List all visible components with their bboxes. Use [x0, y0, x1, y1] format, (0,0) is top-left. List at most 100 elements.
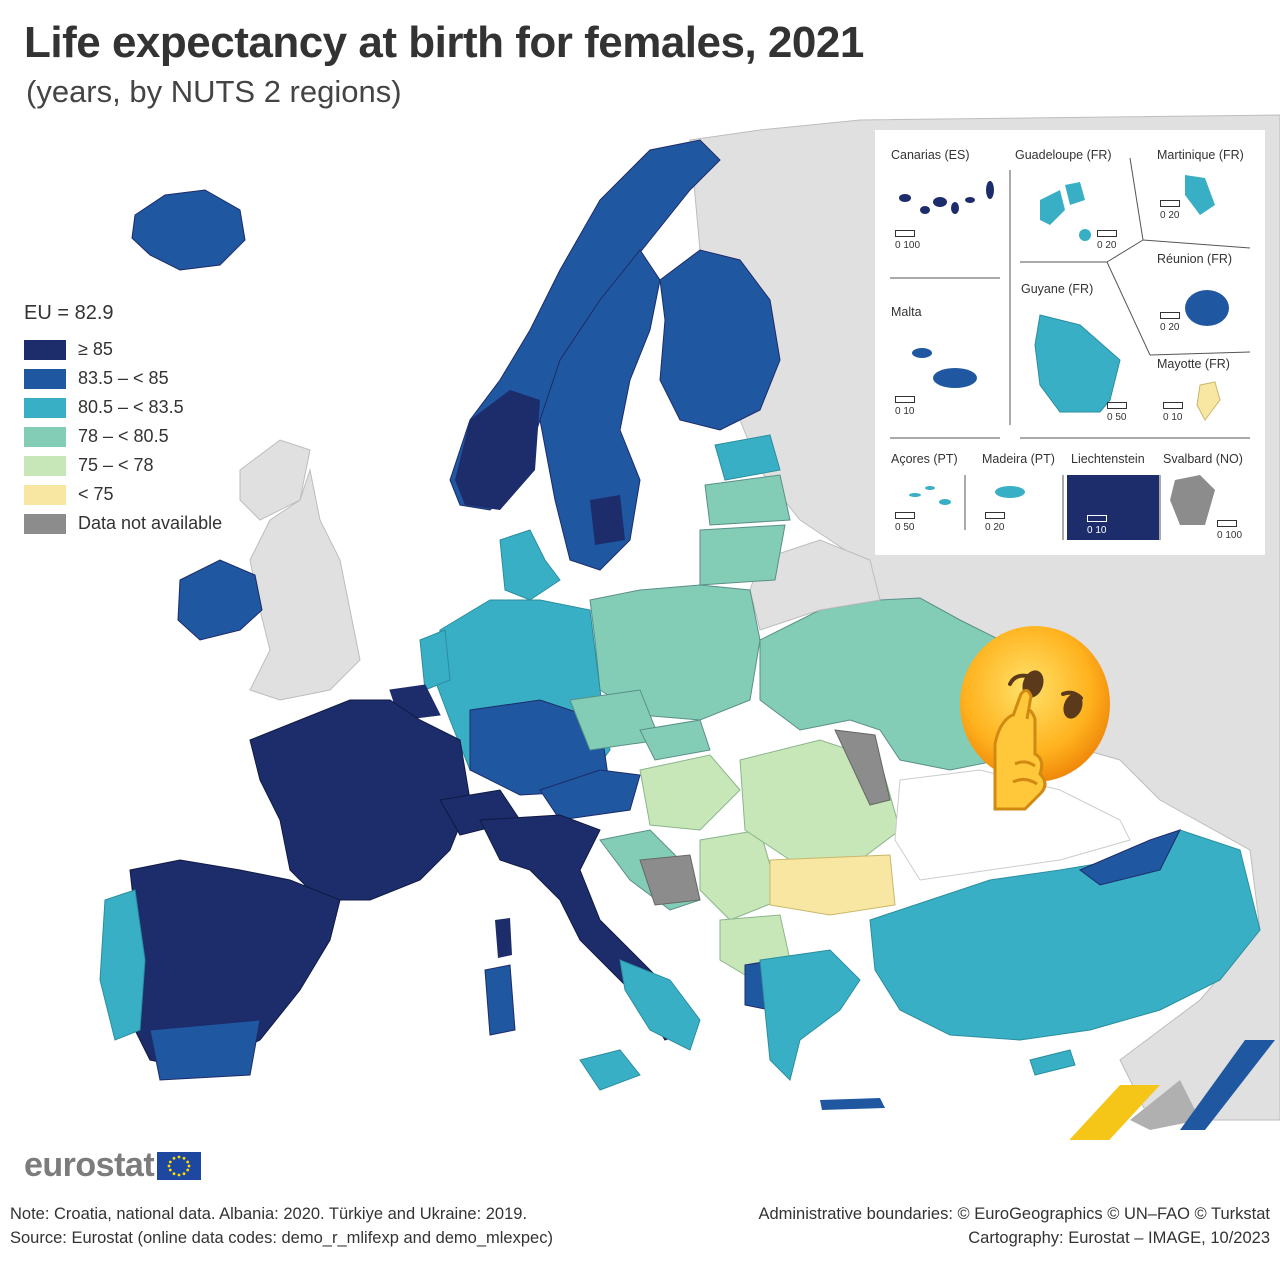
map-subtitle: (years, by NUTS 2 regions) — [26, 74, 402, 109]
inset-label: Mayotte (FR) — [1157, 357, 1230, 371]
legend-item: 80.5 – < 83.5 — [24, 393, 254, 422]
ireland-region — [177, 559, 263, 641]
scale-label: 0 10 — [1087, 525, 1107, 536]
scale-bar: 0 20 — [1160, 200, 1180, 221]
eurostat-logo: eurostat — [24, 1146, 202, 1185]
scale-bar: 0 100 — [895, 230, 920, 251]
france-region — [249, 699, 471, 901]
moldova-region — [834, 729, 891, 806]
iceland-region — [131, 189, 246, 271]
scale-bar: 0 100 — [1217, 520, 1242, 541]
uk-region — [249, 468, 361, 701]
scale-label: 0 10 — [895, 406, 915, 417]
scale-bar: 0 10 — [895, 396, 915, 417]
guadeloupe-islands — [1040, 182, 1091, 241]
hungary-region — [639, 754, 741, 831]
legend-label: 80.5 – < 83.5 — [78, 397, 184, 417]
legend-swatch — [24, 368, 66, 389]
legend: EU = 82.9 ≥ 85 83.5 – < 85 80.5 – < 83.5… — [24, 302, 254, 538]
scale-bar: 0 20 — [1160, 312, 1180, 333]
logo-text: eurostat — [24, 1146, 155, 1184]
netherlands-region — [419, 629, 451, 691]
scale-bar: 0 20 — [985, 512, 1005, 533]
greece-region — [759, 949, 861, 1081]
footer-credits: Administrative boundaries: © EuroGeograp… — [758, 1202, 1270, 1250]
scale-label: 0 20 — [985, 522, 1005, 533]
footer-note: Note: Croatia, national data. Albania: 2… — [10, 1205, 528, 1223]
footer-cartography: Cartography: Eurostat – IMAGE, 10/2023 — [968, 1229, 1270, 1247]
footer-boundaries: Administrative boundaries: © EuroGeograp… — [758, 1205, 1270, 1223]
sweden-region — [539, 249, 661, 571]
footer-source: Source: Eurostat (online data codes: dem… — [10, 1229, 553, 1247]
inset-label: Madeira (PT) — [982, 452, 1055, 466]
inset-label: Martinique (FR) — [1157, 148, 1244, 162]
inset-label: Canarias (ES) — [891, 148, 970, 162]
scale-label: 0 100 — [1217, 530, 1243, 541]
inset-label: Açores (PT) — [891, 452, 958, 466]
lithuania-region — [699, 524, 786, 586]
stockholm-region — [590, 495, 625, 545]
sardinia-region — [484, 964, 516, 1036]
guyane-region — [1034, 314, 1121, 413]
legend-swatch — [24, 397, 66, 418]
scale-bar: 0 20 — [1097, 230, 1117, 251]
reunion-island — [1185, 290, 1229, 326]
malta-islands — [912, 348, 977, 388]
legend-swatch — [24, 339, 66, 360]
legend-item: < 75 — [24, 480, 254, 509]
footer-notes: Note: Croatia, national data. Albania: 2… — [10, 1202, 553, 1250]
denmark-region — [499, 529, 561, 601]
legend-swatch — [24, 484, 66, 505]
shushing-face-emoji — [960, 626, 1110, 811]
corsica-region — [495, 918, 512, 958]
bosnia-region — [639, 854, 701, 906]
legend-swatch — [24, 513, 66, 534]
inset-label: Guadeloupe (FR) — [1015, 148, 1112, 162]
slovakia-region — [639, 719, 711, 761]
sicily-region — [579, 1049, 641, 1091]
scale-label: 0 10 — [1163, 412, 1183, 423]
legend-label: Data not available — [78, 513, 223, 533]
legend-item: ≥ 85 — [24, 335, 254, 364]
andalusia-region — [149, 1019, 261, 1081]
latvia-region — [704, 474, 791, 526]
turkey-blacksea-region — [1079, 829, 1181, 886]
canarias-islands — [899, 181, 994, 214]
scale-label: 0 20 — [1160, 322, 1180, 333]
inset-separators — [890, 157, 1251, 540]
scale-bar: 0 50 — [1107, 402, 1127, 423]
mayotte-island — [1196, 381, 1221, 421]
legend-label: < 75 — [78, 484, 114, 504]
svalbard-region — [1170, 475, 1215, 525]
legend-item: 75 – < 78 — [24, 451, 254, 480]
eu-flag-icon — [157, 1151, 202, 1180]
legend-label: ≥ 85 — [78, 339, 113, 359]
scale-bar: 0 10 — [1163, 402, 1183, 423]
scotland-region — [239, 439, 311, 521]
scale-label: 0 50 — [895, 522, 915, 533]
finland-region — [659, 249, 781, 431]
liechtenstein-region — [1067, 475, 1159, 540]
legend-label: 83.5 – < 85 — [78, 368, 169, 388]
legend-item: 83.5 – < 85 — [24, 364, 254, 393]
legend-label: 78 – < 80.5 — [78, 426, 169, 446]
italy-south-region — [619, 959, 701, 1051]
inset-label: Malta — [891, 305, 922, 319]
estonia-region — [714, 434, 781, 481]
inset-label: Réunion (FR) — [1157, 252, 1233, 266]
legend-swatch — [24, 455, 66, 476]
madeira-island — [995, 486, 1025, 498]
legend-item: Data not available — [24, 509, 254, 538]
inset-panel: Canarias (ES) Guadeloupe (FR) Martinique… — [875, 130, 1265, 555]
scale-label: 0 20 — [1097, 240, 1117, 251]
legend-item: 78 – < 80.5 — [24, 422, 254, 451]
scale-label: 0 20 — [1160, 210, 1180, 221]
legend-swatch — [24, 426, 66, 447]
legend-title: EU = 82.9 — [24, 302, 114, 324]
inset-label: Guyane (FR) — [1021, 282, 1094, 296]
turkey-region — [869, 829, 1261, 1041]
bulgaria-region — [769, 854, 896, 916]
acores-islands — [909, 486, 951, 505]
crete-region — [820, 1098, 885, 1110]
scale-bar: 0 50 — [895, 512, 915, 533]
